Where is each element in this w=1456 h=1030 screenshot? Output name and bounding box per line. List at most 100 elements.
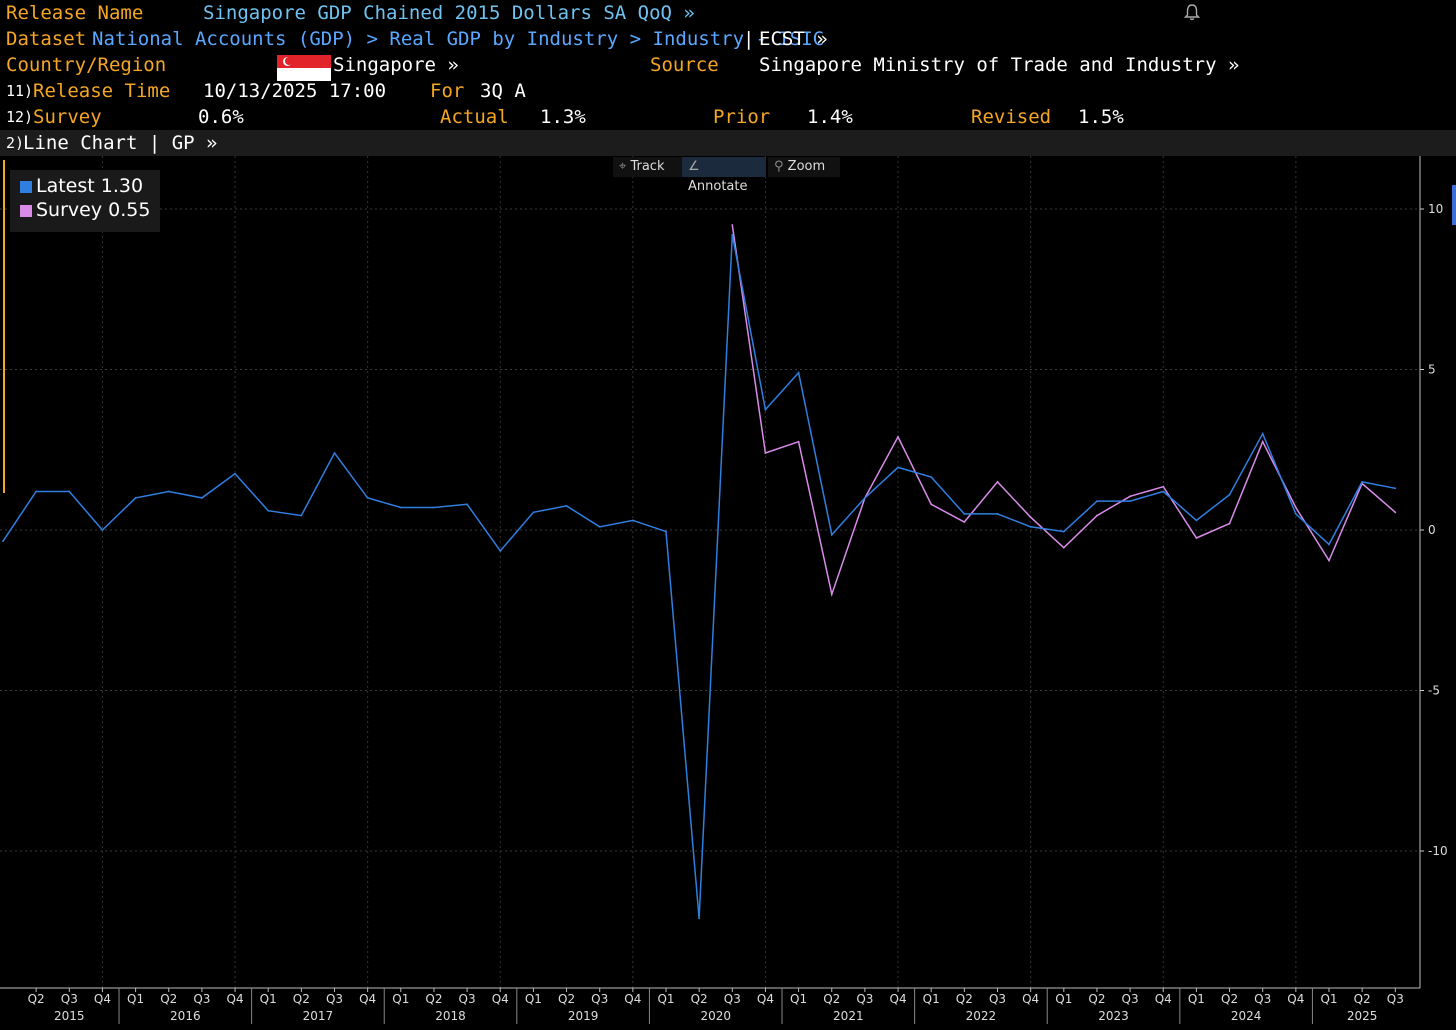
survey-label[interactable]: Survey (33, 106, 102, 128)
chart-bar-number: 2) (6, 134, 25, 152)
data-point-survey[interactable] (897, 436, 899, 438)
data-point-survey[interactable] (731, 224, 734, 226)
data-point-latest[interactable] (300, 514, 303, 517)
legend-survey[interactable]: Survey 0.55 (20, 198, 150, 222)
data-point-survey[interactable] (996, 480, 999, 483)
track-button[interactable]: ⌖ Track (613, 157, 682, 177)
data-point-latest[interactable] (1029, 525, 1032, 528)
legend-survey-value: 0.55 (108, 199, 151, 221)
x-tick-label: Q1 (1320, 992, 1337, 1006)
data-point-latest[interactable] (68, 490, 71, 493)
data-point-latest[interactable] (1062, 530, 1065, 533)
data-point-survey[interactable] (1328, 559, 1330, 562)
series-line-survey[interactable] (731, 224, 1396, 597)
dataset-ecst-link[interactable]: ECST » (759, 28, 828, 50)
data-point-survey[interactable] (1294, 506, 1297, 509)
data-point-survey[interactable] (764, 452, 767, 454)
data-point-latest[interactable] (1195, 519, 1198, 522)
data-point-latest[interactable] (1162, 490, 1165, 493)
x-tick-label: Q1 (923, 992, 940, 1006)
pencil-icon: ∠ (688, 159, 700, 174)
data-point-latest[interactable] (631, 519, 634, 522)
x-tick-label: Q1 (392, 992, 409, 1006)
legend-latest-value: 1.30 (100, 175, 144, 197)
source-link[interactable]: Singapore Ministry of Trade and Industry… (759, 54, 1240, 76)
prior-value: 1.4% (807, 106, 853, 128)
data-point-latest[interactable] (101, 529, 104, 531)
data-point-latest[interactable] (1328, 543, 1330, 546)
scroll-indicator[interactable] (1452, 185, 1456, 225)
data-point-latest[interactable] (267, 509, 270, 512)
data-point-latest[interactable] (134, 497, 137, 499)
data-point-latest[interactable] (897, 466, 899, 469)
data-point-survey[interactable] (1029, 516, 1032, 519)
bell-icon[interactable] (1182, 2, 1202, 22)
annotate-label: Annotate (688, 179, 748, 194)
x-tick-label: Q3 (591, 992, 608, 1006)
data-point-latest[interactable] (35, 490, 38, 493)
data-point-latest[interactable] (466, 503, 468, 506)
data-point-latest[interactable] (1294, 513, 1297, 515)
dataset-label: Dataset (6, 28, 87, 50)
data-point-latest[interactable] (532, 511, 535, 514)
legend-latest-label: Latest (36, 175, 95, 197)
data-point-survey[interactable] (1129, 495, 1131, 498)
data-point-survey[interactable] (1228, 522, 1231, 525)
data-point-latest[interactable] (930, 476, 933, 478)
data-point-latest[interactable] (565, 505, 568, 507)
data-point-latest[interactable] (1129, 500, 1131, 503)
data-point-survey[interactable] (1195, 537, 1198, 539)
data-point-latest[interactable] (167, 490, 170, 493)
x-tick-label: Q2 (1221, 992, 1238, 1006)
data-point-latest[interactable] (731, 233, 734, 236)
data-point-latest[interactable] (201, 497, 203, 499)
data-point-survey[interactable] (930, 503, 933, 506)
data-point-survey[interactable] (1162, 485, 1165, 488)
data-point-latest[interactable] (764, 408, 767, 411)
data-point-latest[interactable] (2, 540, 4, 543)
release-time-label[interactable]: Release Time (33, 80, 171, 102)
data-point-survey[interactable] (797, 440, 800, 443)
x-tick-label: Q2 (1354, 992, 1371, 1006)
data-point-latest[interactable] (830, 533, 833, 536)
data-point-latest[interactable] (234, 472, 236, 475)
annotate-button[interactable]: ∠ Annotate (682, 157, 766, 194)
x-tick-label: Q1 (657, 992, 674, 1006)
zoom-button[interactable]: ⚲ Zoom (768, 157, 840, 177)
x-tick-label: Q2 (823, 992, 840, 1006)
data-point-latest[interactable] (1228, 493, 1231, 496)
series-line-latest[interactable] (2, 234, 1396, 919)
data-point-survey[interactable] (830, 593, 833, 596)
data-point-latest[interactable] (963, 513, 966, 515)
header-row-survey: 12) Survey 0.6% Actual 1.3% Prior 1.4% R… (0, 104, 1456, 130)
data-point-latest[interactable] (797, 371, 800, 374)
data-point-latest[interactable] (698, 917, 701, 920)
data-point-survey[interactable] (1394, 511, 1397, 514)
data-point-survey[interactable] (1261, 440, 1264, 443)
data-point-latest[interactable] (996, 513, 999, 515)
chart-title-link[interactable]: Line Chart | GP » (23, 132, 218, 154)
data-point-latest[interactable] (1096, 500, 1098, 503)
data-point-latest[interactable] (433, 506, 435, 509)
data-point-latest[interactable] (665, 530, 667, 533)
data-point-latest[interactable] (1261, 432, 1264, 435)
data-point-survey[interactable] (963, 521, 966, 523)
data-point-latest[interactable] (1394, 487, 1397, 490)
data-point-latest[interactable] (1361, 480, 1364, 483)
dataset-path-link[interactable]: National Accounts (GDP) > Real GDP by In… (92, 28, 825, 50)
data-point-latest[interactable] (399, 506, 402, 509)
legend-latest[interactable]: Latest 1.30 (20, 174, 143, 198)
data-point-latest[interactable] (598, 525, 601, 528)
data-point-latest[interactable] (333, 452, 336, 454)
y-tick-label: 10 (1428, 202, 1443, 216)
country-link[interactable]: Singapore » (333, 54, 459, 76)
x-tick-label: Q3 (61, 992, 78, 1006)
x-tick-label: Q4 (757, 992, 774, 1006)
release-name-link[interactable]: Singapore GDP Chained 2015 Dollars SA Qo… (203, 2, 695, 24)
line-chart[interactable]: 10 5 0 -5 -10 Q2 Q3 Q4 Q1 Q2 Q3 Q4 Q1 Q2 Q3 Q4 Q1 Q2 Q3 Q4… (0, 156, 1456, 1030)
data-point-latest[interactable] (864, 497, 866, 499)
data-point-survey[interactable] (1062, 546, 1065, 549)
data-point-survey[interactable] (1096, 514, 1098, 517)
data-point-latest[interactable] (499, 549, 502, 552)
data-point-latest[interactable] (366, 497, 369, 499)
